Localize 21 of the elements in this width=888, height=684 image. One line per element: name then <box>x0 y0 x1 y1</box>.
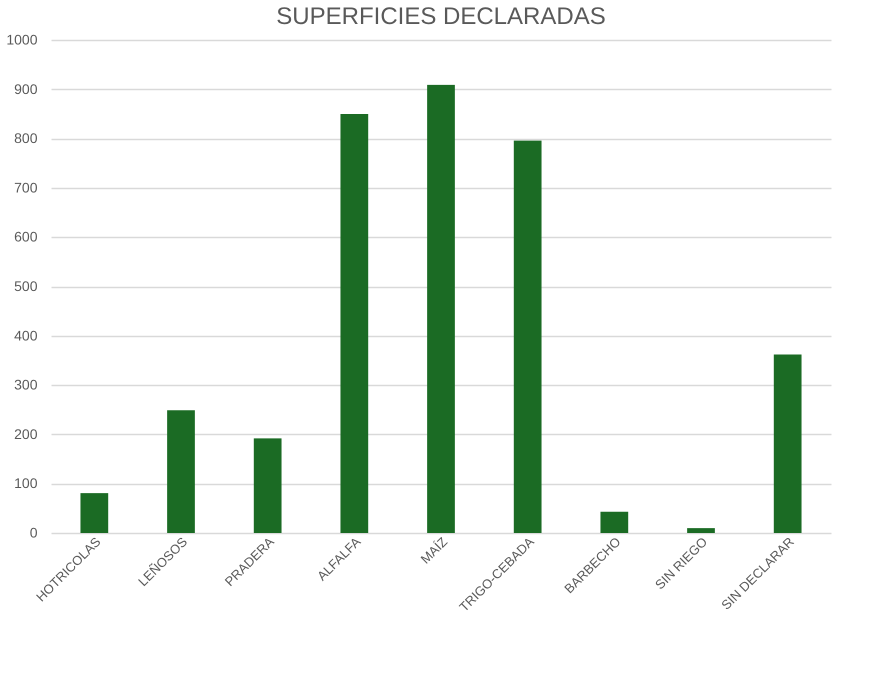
y-tick-label: 600 <box>14 228 38 245</box>
bar <box>600 512 628 533</box>
y-tick-label: 800 <box>14 130 38 146</box>
chart-title: SUPERFICIES DECLARADAS <box>276 3 606 30</box>
y-tick-label: 500 <box>14 278 38 294</box>
bar <box>254 438 282 533</box>
y-tick-label: 200 <box>14 426 38 442</box>
bar <box>340 114 368 533</box>
bar <box>167 410 195 533</box>
y-tick-label: 900 <box>14 80 38 97</box>
bar <box>427 84 455 533</box>
y-tick-label: 1000 <box>6 32 38 48</box>
y-tick-label: 400 <box>14 327 38 344</box>
bar <box>687 528 715 533</box>
y-tick-label: 300 <box>14 376 38 393</box>
y-tick-label: 0 <box>30 524 38 540</box>
bar <box>514 140 542 533</box>
bar <box>774 354 802 533</box>
y-tick-label: 700 <box>14 179 38 196</box>
bar <box>80 493 108 533</box>
y-tick-label: 100 <box>14 475 38 492</box>
